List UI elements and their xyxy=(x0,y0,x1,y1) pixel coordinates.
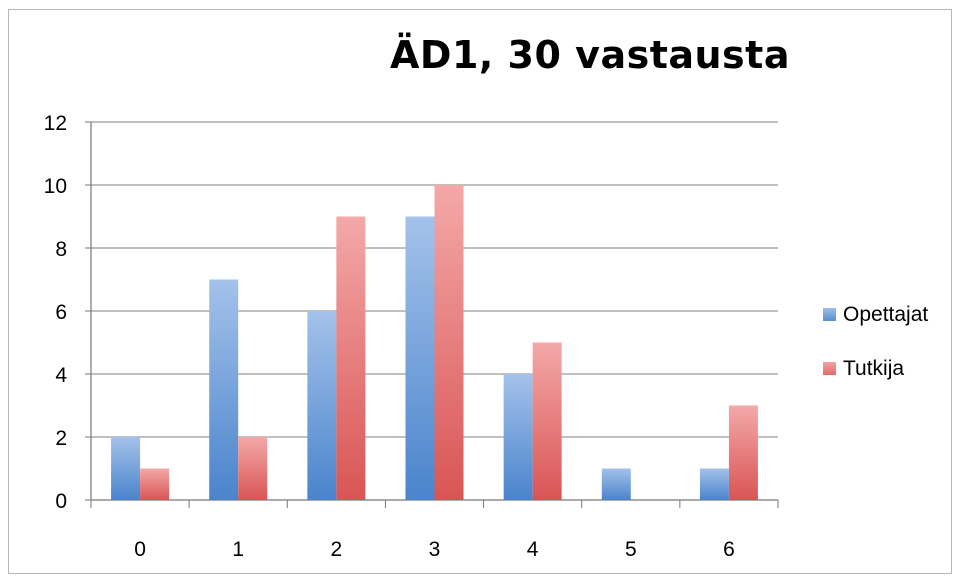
bar-tutkija-3 xyxy=(434,185,464,500)
bar-opettajat-5 xyxy=(601,468,631,500)
legend-item-opettajat: Opettajat xyxy=(823,302,928,328)
bar-tutkija-0 xyxy=(140,468,170,500)
y-tick-label: 0 xyxy=(55,490,67,513)
x-tick-label: 6 xyxy=(723,538,735,561)
y-tick-label: 12 xyxy=(44,112,67,135)
bar-tutkija-1 xyxy=(238,437,268,500)
y-tick-label: 2 xyxy=(55,427,67,450)
y-tick-label: 8 xyxy=(55,238,67,261)
legend: Opettajat Tutkija xyxy=(823,302,928,410)
x-tick-label: 3 xyxy=(429,538,441,561)
y-tick-label: 10 xyxy=(44,175,67,198)
bar-opettajat-4 xyxy=(503,374,533,500)
legend-item-tutkija: Tutkija xyxy=(823,356,928,382)
x-tick-label: 1 xyxy=(232,538,244,561)
bar-opettajat-3 xyxy=(405,216,435,500)
bar-tutkija-4 xyxy=(532,342,562,500)
x-tick-label: 5 xyxy=(625,538,637,561)
legend-label-opettajat: Opettajat xyxy=(843,303,929,326)
x-tick-label: 2 xyxy=(331,538,343,561)
y-tick-label: 4 xyxy=(55,364,67,387)
bar-opettajat-2 xyxy=(307,311,337,500)
bar-tutkija-2 xyxy=(336,216,366,500)
bar-opettajat-6 xyxy=(699,468,729,500)
bar-opettajat-1 xyxy=(209,279,239,500)
bar-tutkija-6 xyxy=(728,405,758,500)
chart-title: ÄD1, 30 vastausta xyxy=(390,33,790,77)
legend-swatch-tutkija xyxy=(823,361,836,375)
x-tick-label: 4 xyxy=(527,538,539,561)
y-tick-label: 6 xyxy=(55,301,67,324)
bar-opettajat-0 xyxy=(111,437,141,500)
legend-label-tutkija: Tutkija xyxy=(843,357,905,380)
x-tick-label: 0 xyxy=(134,538,146,561)
legend-swatch-opettajat xyxy=(823,307,836,321)
